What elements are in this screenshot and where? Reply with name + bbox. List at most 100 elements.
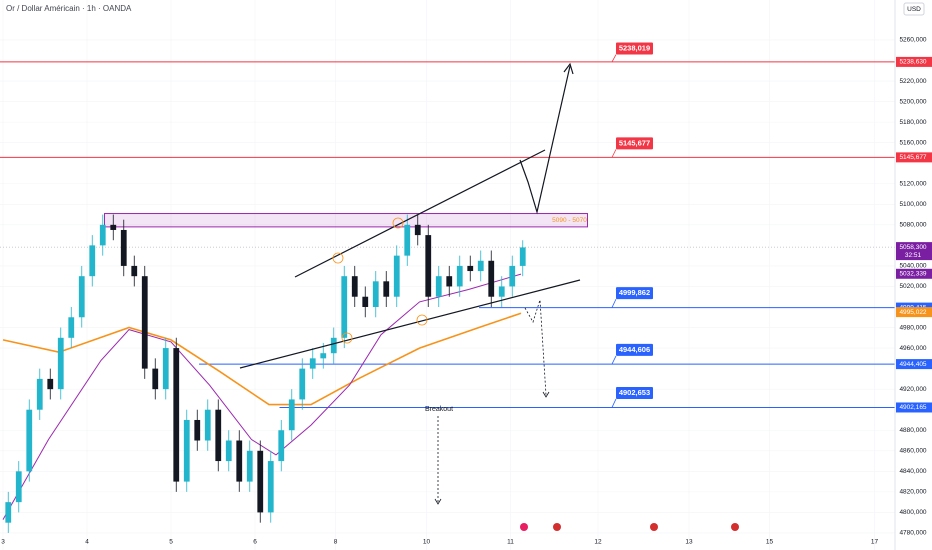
candle-body xyxy=(57,337,64,390)
candle-body xyxy=(299,368,306,400)
level-axis-box xyxy=(896,56,932,67)
candle-body xyxy=(320,353,327,359)
x-tick-label: 8 xyxy=(334,539,338,546)
candle-body xyxy=(89,245,96,277)
x-tick-label: 10 xyxy=(423,539,431,546)
y-tick-label: 5040,000 xyxy=(899,263,926,270)
axis-marker-label: 5032,339 xyxy=(899,270,926,277)
candle-body xyxy=(477,260,484,272)
level-axis-label: 4902,165 xyxy=(899,404,926,411)
candle-body xyxy=(519,247,526,266)
y-tick-label: 5200,000 xyxy=(899,98,926,105)
levels: 5238,019 5145,677 4999,862 4944,606 4902,653 xyxy=(0,42,895,408)
candle-body xyxy=(162,348,169,390)
event-icon xyxy=(731,523,739,531)
candle-body xyxy=(372,281,379,307)
y-tick-label: 5180,000 xyxy=(899,119,926,126)
candle-body xyxy=(26,409,33,472)
candle-body xyxy=(446,276,453,287)
pivot-circle xyxy=(332,252,344,264)
level-axis-box xyxy=(896,402,932,413)
candle-body xyxy=(267,461,274,513)
candle-body xyxy=(173,348,180,482)
candle-body xyxy=(194,419,201,441)
pivot-circle xyxy=(392,217,404,229)
x-tick-label: 12 xyxy=(594,539,602,546)
candle-body xyxy=(141,276,148,369)
candle-body xyxy=(383,281,390,297)
projection-arrow xyxy=(519,65,571,215)
arrow-head xyxy=(542,391,550,398)
moving-average xyxy=(2,273,522,520)
level-tag-box xyxy=(616,42,653,55)
candle-body xyxy=(236,440,243,482)
level-tag-box xyxy=(616,287,653,300)
candle-body xyxy=(456,265,463,287)
level-axis-box xyxy=(896,359,932,370)
candle-body xyxy=(393,255,400,297)
axis-marker-sub: 32:51 xyxy=(905,252,922,259)
candle-body xyxy=(414,224,421,236)
level-tag: 4944,606 xyxy=(619,345,650,354)
y-tick-label: 4880,000 xyxy=(899,427,926,434)
candle-body xyxy=(225,440,232,462)
y-tick-label: 5120,000 xyxy=(899,180,926,187)
x-tick-label: 3 xyxy=(1,539,5,546)
y-tick-label: 5160,000 xyxy=(899,139,926,146)
candle-body xyxy=(341,276,348,338)
level-tag-stem xyxy=(611,298,617,308)
candle-body xyxy=(110,224,117,230)
candle-body xyxy=(288,399,295,431)
candle-body xyxy=(330,337,337,354)
zone xyxy=(104,213,588,228)
dotted-arrow xyxy=(524,299,547,396)
candle-body xyxy=(435,276,442,297)
zone-label: 5090 - 5070 xyxy=(552,217,587,224)
moving-average xyxy=(2,312,522,406)
y-tick-label: 4860,000 xyxy=(899,448,926,455)
arrow-head xyxy=(563,62,574,75)
x-tick-label: 17 xyxy=(871,539,879,546)
candle-body xyxy=(215,409,222,462)
candle-body xyxy=(498,286,505,297)
event-icon xyxy=(520,523,528,531)
pivot-circle xyxy=(416,314,428,326)
y-tick-label: 4820,000 xyxy=(899,489,926,496)
currency-button[interactable] xyxy=(903,2,925,16)
candle-body xyxy=(404,224,411,256)
level-axis-label: 5238,630 xyxy=(899,59,926,66)
axis-marker-label: 5058,300 xyxy=(899,244,926,251)
level-tag-stem xyxy=(611,355,617,365)
y-tick-label: 5100,000 xyxy=(899,201,926,208)
candle-body xyxy=(257,450,264,513)
y-tick-label: 5260,000 xyxy=(899,37,926,44)
candle-body xyxy=(47,378,54,390)
candle-body xyxy=(467,265,474,272)
trend-line xyxy=(239,279,581,369)
drawings xyxy=(239,62,581,505)
axis-marker-box xyxy=(896,268,932,279)
x-tick-label: 5 xyxy=(169,539,173,546)
level-tag-box xyxy=(616,137,653,150)
zones: 5090 - 5070 xyxy=(104,213,588,228)
candles xyxy=(5,214,526,533)
axis-marker-label: 4995,022 xyxy=(899,309,926,316)
level-tag: 4999,862 xyxy=(619,288,650,297)
candle-body xyxy=(362,296,369,307)
x-tick-label: 15 xyxy=(766,539,774,546)
candle-body xyxy=(15,471,22,503)
x-tick-label: 6 xyxy=(253,539,257,546)
overlays xyxy=(2,273,522,520)
x-tick-label: 11 xyxy=(507,539,514,546)
y-tick-label: 4800,000 xyxy=(899,509,926,516)
currency[interactable]: USD xyxy=(907,6,921,13)
level-tag-stem xyxy=(611,54,617,63)
level-tag-stem xyxy=(611,398,617,408)
chart-title: Or / Dollar Américain · 1h · OANDA xyxy=(6,4,132,13)
level-tag: 5145,677 xyxy=(619,138,650,147)
y-tick-label: 4980,000 xyxy=(899,324,926,331)
level-tag: 4902,653 xyxy=(619,388,650,397)
x-tick-label: 4 xyxy=(85,539,89,546)
y-tick-label: 4840,000 xyxy=(899,468,926,475)
